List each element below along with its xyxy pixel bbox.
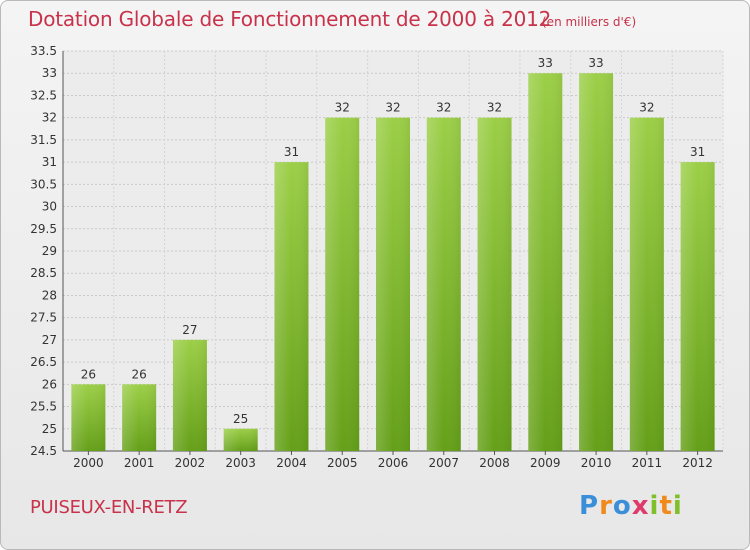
y-tick-label: 26.5 bbox=[30, 355, 57, 369]
unit-note: (en milliers d'€) bbox=[542, 15, 637, 29]
y-tick-label: 31.5 bbox=[30, 133, 57, 147]
data-label: 31 bbox=[284, 145, 299, 159]
y-tick-label: 31 bbox=[42, 155, 57, 169]
data-label: 26 bbox=[81, 367, 96, 381]
y-tick-label: 28 bbox=[42, 288, 57, 302]
y-tick-label: 25 bbox=[42, 422, 57, 436]
proxiti-logo: Proxiti bbox=[579, 491, 683, 521]
y-tick-label: 26 bbox=[42, 377, 57, 391]
bar-sheen bbox=[528, 73, 563, 451]
bar-layer bbox=[71, 73, 715, 452]
x-tick-label: 2012 bbox=[682, 456, 713, 470]
bar-sheen bbox=[122, 384, 157, 451]
bar-sheen bbox=[172, 339, 207, 451]
data-label: 31 bbox=[690, 145, 705, 159]
x-tick-label: 2002 bbox=[175, 456, 206, 470]
bar-sheen bbox=[579, 73, 614, 451]
x-tick-label: 2006 bbox=[378, 456, 409, 470]
x-tick-label: 2005 bbox=[327, 456, 358, 470]
bar-sheen bbox=[325, 117, 360, 452]
x-tick-label: 2003 bbox=[225, 456, 256, 470]
x-tick-label: 2010 bbox=[581, 456, 612, 470]
y-tick-label: 24.5 bbox=[30, 444, 57, 458]
data-label: 27 bbox=[182, 323, 197, 337]
x-tick-label: 2009 bbox=[530, 456, 561, 470]
bar-sheen bbox=[477, 117, 512, 452]
x-tick-label: 2007 bbox=[428, 456, 459, 470]
data-label: 26 bbox=[132, 367, 147, 381]
bar-sheen bbox=[426, 117, 461, 452]
data-label: 32 bbox=[385, 101, 400, 115]
y-tick-label: 28.5 bbox=[30, 266, 57, 280]
y-tick-label: 29 bbox=[42, 244, 57, 258]
data-label: 33 bbox=[588, 56, 603, 70]
commune-name: PUISEUX-EN-RETZ bbox=[30, 497, 188, 518]
bar-sheen bbox=[223, 428, 258, 451]
data-label: 32 bbox=[436, 101, 451, 115]
x-tick-label: 2001 bbox=[124, 456, 155, 470]
y-tick-label: 30.5 bbox=[30, 177, 57, 191]
y-tick-label: 25.5 bbox=[30, 400, 57, 414]
x-tick-label: 2004 bbox=[276, 456, 307, 470]
bar-chart: 24.5 25 25.5 26 26.5 27 27.5 28 28.5 29 29.5 30 30.5… bbox=[30, 44, 724, 470]
y-tick-label: 30 bbox=[42, 200, 57, 214]
y-tick-label: 32 bbox=[42, 111, 57, 125]
chart-title: Dotation Globale de Fonctionnement de 20… bbox=[28, 7, 552, 31]
data-label: 32 bbox=[639, 101, 654, 115]
data-label: 25 bbox=[233, 412, 248, 426]
x-tick-label: 2000 bbox=[73, 456, 104, 470]
data-label: 32 bbox=[335, 101, 350, 115]
bar-sheen bbox=[376, 117, 410, 452]
x-tick-label: 2008 bbox=[479, 456, 510, 470]
y-tick-label: 27.5 bbox=[30, 311, 57, 325]
bar-sheen bbox=[680, 162, 715, 451]
bar-sheen bbox=[274, 162, 309, 451]
label-layer: 26 2000 26 2001 27 2002 25 2003 31 2004 32 2005 32 20… bbox=[73, 56, 713, 470]
data-label: 33 bbox=[538, 56, 553, 70]
y-tick-label: 29.5 bbox=[30, 222, 57, 236]
y-tick-label: 32.5 bbox=[30, 88, 57, 102]
bar-sheen bbox=[629, 117, 664, 452]
y-tick-label: 33 bbox=[42, 66, 57, 80]
x-tick-label: 2011 bbox=[632, 456, 663, 470]
data-label: 32 bbox=[487, 101, 502, 115]
bar-sheen bbox=[71, 384, 106, 451]
y-tick-label: 27 bbox=[42, 333, 57, 347]
y-tick-label: 33.5 bbox=[30, 44, 57, 58]
